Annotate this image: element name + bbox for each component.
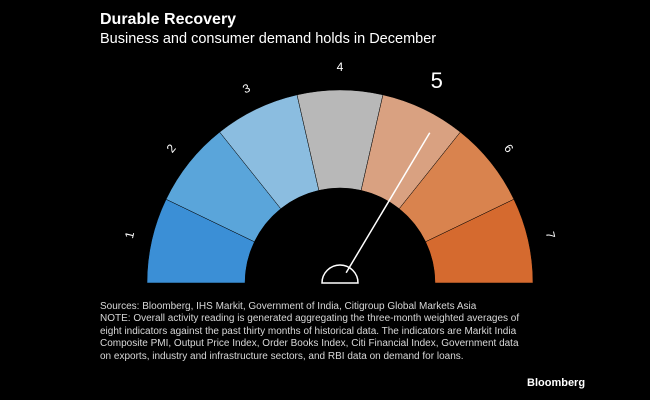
note-text: NOTE: Overall activity reading is genera… [100,313,520,362]
scale-label-1: 1 [122,230,137,240]
chart-subtitle: Business and consumer demand holds in De… [100,31,437,47]
scale-label-7: 7 [543,230,558,240]
sources-text: Sources: Bloomberg, IHS Markit, Governme… [100,301,477,312]
scale-label-4: 4 [337,60,344,74]
gauge-needle [345,132,431,274]
chart-title: Durable Recovery [100,11,237,28]
scale-label-2: 2 [164,141,179,155]
gauge-segment-7 [425,198,534,284]
scale-label-3: 3 [240,81,252,97]
scale-label-5: 5 [431,68,443,93]
needle-hub [321,264,359,284]
source-notes: Sources: Bloomberg, IHS Markit, Governme… [100,301,520,363]
bloomberg-logo: Bloomberg [527,377,586,389]
scale-label-6: 6 [501,141,516,155]
